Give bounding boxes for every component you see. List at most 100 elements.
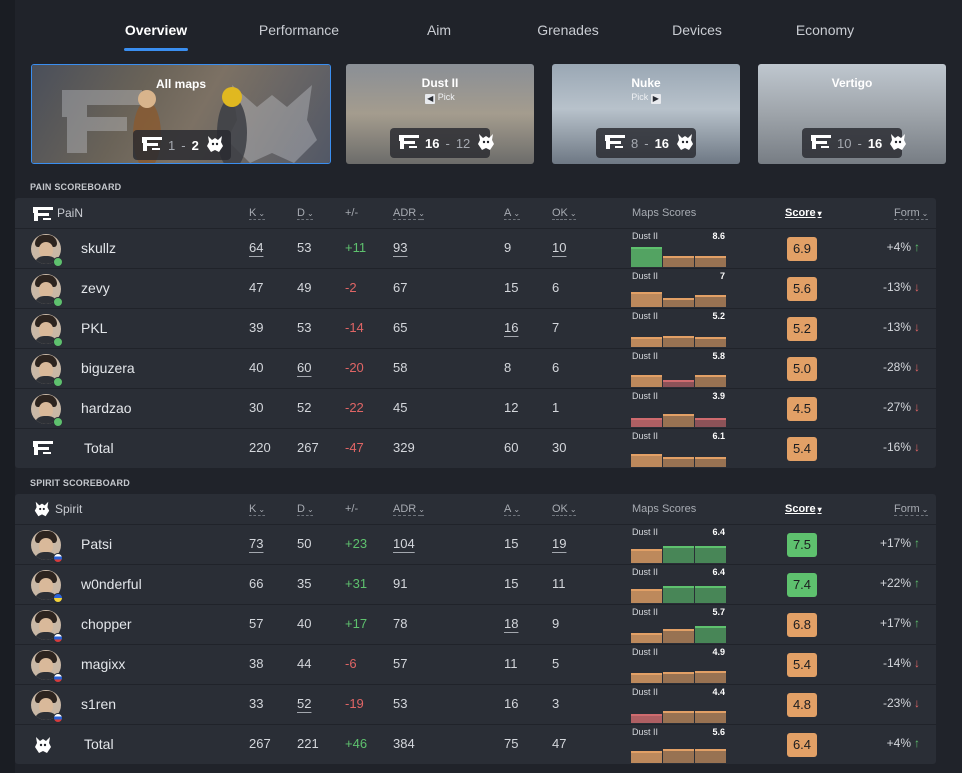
score-separator: - <box>644 135 649 151</box>
column-header-adr[interactable]: ADR ⌄ <box>393 207 425 219</box>
spirit-map-score: 16 <box>867 135 883 151</box>
stat-adr: 91 <box>393 576 408 591</box>
maps-scores-chart: Dust II 7 <box>631 271 727 307</box>
player-name[interactable]: biguzera <box>81 360 135 376</box>
map-score-bar <box>695 546 726 563</box>
pain-logo-icon <box>811 134 831 152</box>
stat-pm: +31 <box>345 576 368 591</box>
column-header-pm[interactable]: +/- <box>345 207 359 219</box>
stat-d: 35 <box>297 576 312 591</box>
map-score-pill: 16-12 <box>390 128 495 158</box>
map-label: Dust II <box>632 431 659 441</box>
map-label: Dust II <box>632 391 659 401</box>
column-header-k[interactable]: K ⌄ <box>249 207 266 219</box>
column-header-ok[interactable]: OK ⌄ <box>552 503 577 515</box>
stat-a: 60 <box>504 440 519 455</box>
column-header-maps-scores: Maps Scores <box>632 207 697 219</box>
player-avatar[interactable] <box>31 650 61 680</box>
column-header-score[interactable]: Score ▾ <box>785 207 822 219</box>
map-score-bar <box>631 247 662 267</box>
stat-k: 66 <box>249 576 264 591</box>
map-score-bar <box>663 749 694 763</box>
stat-d: 267 <box>297 440 319 455</box>
tab-aim[interactable]: Aim <box>426 22 452 38</box>
column-header-k[interactable]: K ⌄ <box>249 503 266 515</box>
stat-k: 47 <box>249 280 264 295</box>
maps-scores-chart: Dust II 6.4 <box>631 527 727 563</box>
team-name: PaiN <box>57 206 84 220</box>
stat-d: 53 <box>297 320 312 335</box>
arrow-down-icon: ↓ <box>914 320 920 334</box>
player-avatar[interactable] <box>31 610 61 640</box>
player-avatar[interactable] <box>31 274 61 304</box>
stat-adr: 93 <box>393 240 408 255</box>
map-card-dust-ii[interactable]: Dust II ◀ Pick 16-12 <box>346 64 534 164</box>
tab-devices[interactable]: Devices <box>672 22 722 38</box>
player-row: Patsi 73 50 +23 104 15 19 Dust II 6.4 7.5 +17% ↑ <box>15 524 936 564</box>
rating-score-badge: 6.8 <box>787 613 817 637</box>
score-separator: - <box>445 135 450 151</box>
column-header-adr[interactable]: ADR ⌄ <box>393 503 425 515</box>
stat-k: 64 <box>249 240 264 255</box>
score-separator: - <box>857 135 862 151</box>
stat-a: 15 <box>504 536 519 551</box>
pick-arrow-icon: ▶ <box>650 94 661 104</box>
spirit-map-score: 2 <box>191 137 199 153</box>
map-score-bar <box>631 375 662 387</box>
rating-score-badge: 7.4 <box>787 573 817 597</box>
column-header-pm[interactable]: +/- <box>345 503 359 515</box>
rating-score-badge: 4.8 <box>787 693 817 717</box>
tab-performance[interactable]: Performance <box>258 22 340 38</box>
rating-score-badge: 5.4 <box>787 653 817 677</box>
spirit-scoreboard-title: SPIRIT SCOREBOARD <box>30 478 130 488</box>
column-header-score[interactable]: Score ▾ <box>785 503 822 515</box>
stat-pm: -19 <box>345 696 364 711</box>
player-name[interactable]: hardzao <box>81 400 132 416</box>
player-name[interactable]: chopper <box>81 616 132 632</box>
stat-a: 16 <box>504 696 519 711</box>
map-score-bar <box>631 549 662 563</box>
pain-logo-icon <box>399 134 419 152</box>
column-header-form[interactable]: Form ⌄ <box>894 207 929 219</box>
chevron-down-icon: ⌄ <box>569 209 577 218</box>
player-name[interactable]: skullz <box>81 240 117 256</box>
stat-a: 15 <box>504 280 519 295</box>
map-rating: 3.9 <box>712 391 725 401</box>
map-score-bar <box>663 546 694 563</box>
map-card-nuke[interactable]: Nuke Pick ▶ 8-16 <box>552 64 740 164</box>
chevron-down-icon: ⌄ <box>306 209 314 218</box>
column-header-d[interactable]: D ⌄ <box>297 207 314 219</box>
column-header-ok[interactable]: OK ⌄ <box>552 207 577 219</box>
column-header-a[interactable]: A ⌄ <box>504 503 521 515</box>
stat-ok: 11 <box>552 576 566 591</box>
stat-d: 44 <box>297 656 312 671</box>
player-name[interactable]: Patsi <box>81 536 113 552</box>
column-header-a[interactable]: A ⌄ <box>504 207 521 219</box>
map-rating: 5.6 <box>712 727 725 737</box>
spirit-logo-icon <box>33 735 53 760</box>
country-flag-icon <box>53 593 63 603</box>
map-rating: 6.1 <box>712 431 725 441</box>
player-name[interactable]: PKL <box>81 320 108 336</box>
tab-grenades[interactable]: Grenades <box>537 22 599 38</box>
player-name[interactable]: s1ren <box>81 696 117 712</box>
column-header-d[interactable]: D ⌄ <box>297 503 314 515</box>
stat-pm: -14 <box>345 320 364 335</box>
stat-adr: 65 <box>393 320 408 335</box>
tab-economy[interactable]: Economy <box>795 22 855 38</box>
tab-overview[interactable]: Overview <box>124 22 188 38</box>
map-label: Dust II <box>632 351 659 361</box>
column-header-form[interactable]: Form ⌄ <box>894 503 929 515</box>
player-name[interactable]: w0nderful <box>81 576 142 592</box>
map-score-bar <box>631 337 662 347</box>
map-score-bar <box>631 454 662 467</box>
map-card-vertigo[interactable]: Vertigo 10-16 <box>758 64 946 164</box>
player-name[interactable]: magixx <box>81 656 126 672</box>
player-name[interactable]: zevy <box>81 280 110 296</box>
rating-score-badge: 7.5 <box>787 533 817 557</box>
stat-ok: 10 <box>552 240 567 255</box>
map-rating: 6.4 <box>712 567 725 577</box>
form-value: -14% ↓ <box>882 656 920 670</box>
map-card-all-maps[interactable]: All maps 1-2 <box>31 64 331 164</box>
player-avatar[interactable] <box>31 314 61 344</box>
